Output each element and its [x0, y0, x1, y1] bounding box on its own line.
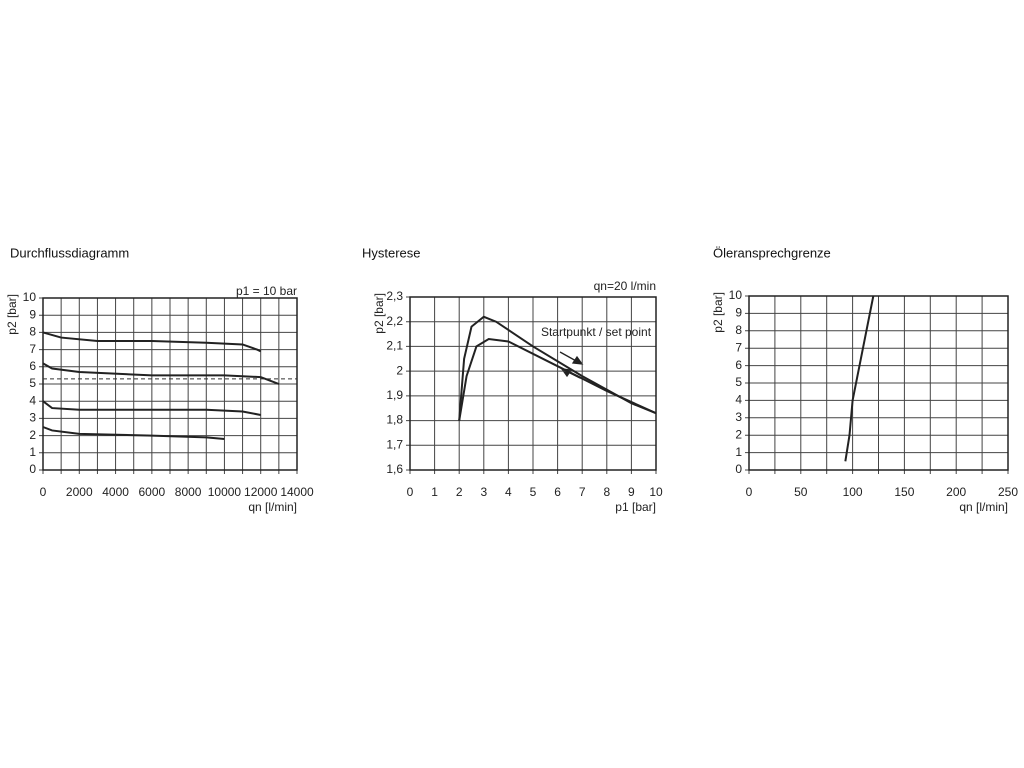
y-tick-label: 4 — [29, 393, 36, 407]
y-tick-label: 9 — [735, 306, 742, 320]
y-tick-label: 2 — [396, 363, 403, 377]
plot-frame — [42, 297, 298, 471]
x-axis-label: qn [l/min] — [959, 500, 1008, 514]
y-tick-label: 5 — [29, 376, 36, 390]
y-tick-label: 8 — [29, 325, 36, 339]
curve — [458, 337, 657, 421]
y-axis-label: p2 [bar] — [711, 292, 725, 333]
chart-title: Hysterese — [362, 245, 421, 260]
annotation: Startpunkt / set point — [541, 325, 652, 339]
curve — [42, 400, 261, 416]
x-tick-label: 50 — [794, 485, 808, 499]
annotation: qn=20 l/min — [594, 279, 656, 293]
x-tick-label: 0 — [407, 485, 414, 499]
y-tick-label: 7 — [735, 340, 742, 354]
y-tick-label: 2,1 — [386, 339, 403, 353]
y-tick-label: 10 — [23, 290, 37, 304]
x-tick-label: 2 — [456, 485, 463, 499]
y-tick-label: 1,6 — [386, 462, 403, 476]
y-tick-label: 9 — [29, 307, 36, 321]
curve — [42, 362, 280, 385]
x-tick-label: 200 — [946, 485, 966, 499]
y-tick-label: 10 — [729, 288, 743, 302]
plot-frame — [748, 295, 1009, 471]
x-tick-label: 4000 — [102, 485, 129, 499]
chart-title: Öleransprechgrenze — [713, 245, 831, 260]
chart-title: Durchflussdiagramm — [10, 245, 129, 260]
curve — [844, 295, 875, 462]
x-tick-label: 3 — [480, 485, 487, 499]
y-tick-label: 0 — [735, 462, 742, 476]
y-axis-label: p2 [bar] — [5, 294, 19, 335]
y-tick-label: 4 — [735, 393, 742, 407]
y-tick-label: 6 — [29, 359, 36, 373]
x-tick-label: 7 — [579, 485, 586, 499]
y-tick-label: 7 — [29, 342, 36, 356]
x-tick-label: 6 — [554, 485, 561, 499]
x-tick-label: 150 — [894, 485, 914, 499]
arrow-head — [571, 355, 584, 365]
x-tick-label: 1 — [431, 485, 438, 499]
x-tick-label: 12000 — [244, 485, 278, 499]
x-tick-label: 10 — [649, 485, 663, 499]
x-tick-label: 9 — [628, 485, 635, 499]
y-tick-label: 3 — [735, 410, 742, 424]
y-tick-label: 1,8 — [386, 413, 403, 427]
x-tick-label: 4 — [505, 485, 512, 499]
y-tick-label: 1 — [735, 445, 742, 459]
y-tick-label: 2 — [735, 427, 742, 441]
y-tick-label: 5 — [735, 375, 742, 389]
x-axis-label: qn [l/min] — [248, 500, 297, 514]
y-axis-label: p2 [bar] — [372, 293, 386, 334]
y-tick-label: 6 — [735, 358, 742, 372]
curve — [42, 331, 262, 353]
y-tick-label: 0 — [29, 462, 36, 476]
y-tick-label: 2,3 — [386, 289, 403, 303]
x-tick-label: 2000 — [66, 485, 93, 499]
x-tick-label: 250 — [998, 485, 1018, 499]
y-tick-label: 8 — [735, 323, 742, 337]
curve — [42, 426, 225, 441]
x-tick-label: 5 — [530, 485, 537, 499]
y-tick-label: 1,9 — [386, 388, 403, 402]
y-tick-label: 1,7 — [386, 437, 403, 451]
y-tick-label: 2,2 — [386, 314, 403, 328]
annotation: p1 = 10 bar — [236, 284, 297, 298]
y-tick-label: 1 — [29, 445, 36, 459]
y-tick-label: 2 — [29, 428, 36, 442]
x-tick-label: 6000 — [139, 485, 166, 499]
y-tick-label: 3 — [29, 411, 36, 425]
x-axis-label: p1 [bar] — [615, 500, 656, 514]
x-tick-label: 0 — [746, 485, 753, 499]
x-tick-label: 14000 — [280, 485, 314, 499]
x-tick-label: 10000 — [208, 485, 242, 499]
x-tick-label: 8000 — [175, 485, 202, 499]
x-tick-label: 0 — [40, 485, 47, 499]
x-tick-label: 100 — [843, 485, 863, 499]
x-tick-label: 8 — [603, 485, 610, 499]
plot-frame — [409, 296, 657, 471]
